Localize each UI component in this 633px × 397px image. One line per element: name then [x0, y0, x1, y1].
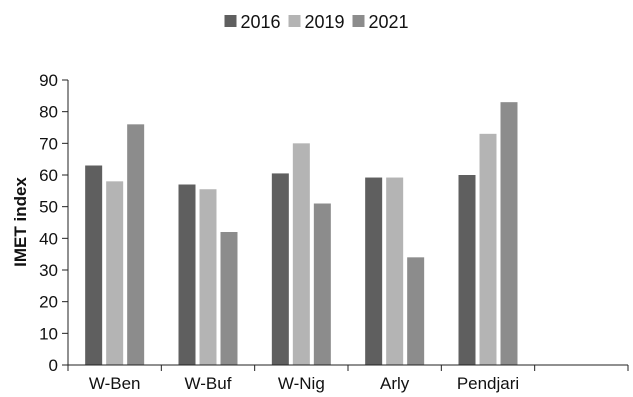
bar-2019-W-Buf — [199, 189, 217, 365]
bar-2021-W-Ben — [127, 124, 145, 365]
bars-group — [85, 102, 518, 366]
bar-2016-Arly — [365, 177, 383, 365]
y-tick-label: 90 — [39, 71, 58, 90]
bar-2021-W-Buf — [220, 232, 238, 365]
bar-2016-W-Buf — [178, 184, 196, 365]
bar-2019-W-Nig — [292, 143, 310, 365]
y-tick-label: 50 — [39, 198, 58, 217]
x-axis: W-Ben W-Buf W-Nig Arly Pendjari — [67, 364, 629, 393]
legend-label-2021: 2021 — [369, 12, 409, 32]
x-tick-label: W-Nig — [278, 374, 325, 393]
legend-label-2016: 2016 — [241, 12, 281, 32]
bar-2021-Pendjari — [500, 102, 518, 366]
bar-2019-Pendjari — [479, 133, 497, 365]
bar-2021-W-Nig — [313, 203, 331, 365]
y-tick-label: 40 — [39, 229, 58, 248]
legend-swatch-2016 — [224, 15, 237, 27]
y-tick-label: 60 — [39, 166, 58, 185]
y-tick-label: 10 — [39, 324, 58, 343]
legend-swatch-2019 — [288, 15, 301, 27]
y-tick-label: 80 — [39, 103, 58, 122]
x-tick-label: Arly — [380, 374, 410, 393]
y-tick-label: 70 — [39, 134, 58, 153]
bar-2019-W-Ben — [106, 181, 124, 365]
bar-2019-Arly — [386, 177, 404, 365]
bar-2016-Pendjari — [458, 175, 476, 365]
bar-2016-W-Nig — [271, 173, 289, 365]
legend-swatch-2021 — [352, 15, 365, 27]
y-tick-label: 30 — [39, 261, 58, 280]
x-tick-label: W-Ben — [89, 374, 141, 393]
bar-2021-Arly — [407, 257, 425, 365]
bar-2016-W-Ben — [85, 165, 103, 365]
y-tick-label: 20 — [39, 293, 58, 312]
x-tick-label: W-Buf — [185, 374, 232, 393]
y-axis: 0 10 20 30 40 50 60 70 80 90 — [39, 71, 69, 375]
legend-label-2019: 2019 — [305, 12, 345, 32]
legend: 2016 2019 2021 — [224, 12, 409, 32]
x-tick-label: Pendjari — [457, 374, 519, 393]
y-tick-label: 0 — [49, 356, 58, 375]
y-axis-title: IMET index — [11, 177, 30, 267]
